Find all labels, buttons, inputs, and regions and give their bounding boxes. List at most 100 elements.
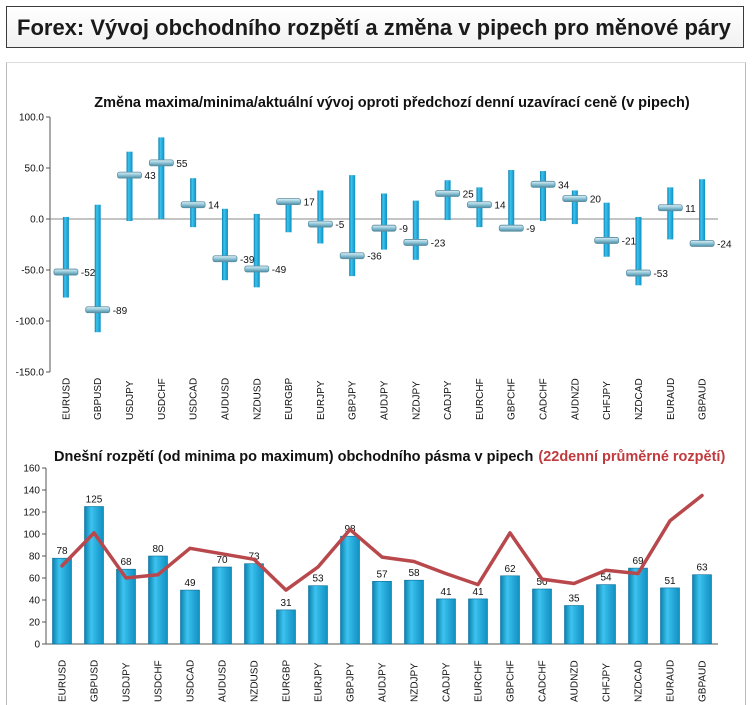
chart1-current-marker (148, 159, 174, 167)
chart2-bar (52, 557, 72, 645)
chart1-current-marker (307, 220, 333, 228)
chart1-y-tick-label: 100.0 (19, 113, 44, 124)
chart2-y-tick-label: 80 (29, 552, 41, 563)
chart2-bar (692, 574, 712, 645)
chart1-range-bar (540, 171, 547, 222)
chart1-range-bar (381, 193, 387, 250)
chart2-bar (244, 563, 264, 645)
chart1-range-bar (253, 213, 260, 288)
chart2-average-line (60, 493, 704, 592)
chart1-current-marker (276, 198, 301, 206)
chart1-range-bar (635, 216, 642, 286)
chart2-y-tick-label: 60 (29, 574, 41, 585)
chart2-category-label: GBPUSD (90, 660, 101, 702)
chart2-category-label: CADCHF (538, 660, 549, 702)
chart1-category-label: NZDUSD (252, 378, 263, 420)
chart2-category-label: EURCHF (474, 660, 485, 702)
chart2-data-label: 35 (568, 594, 580, 605)
chart1-data-label: 34 (558, 180, 570, 191)
chart2-data-label: 69 (632, 556, 644, 567)
chart1-data-label: -89 (113, 306, 128, 317)
chart1-category-label: USDJPY (125, 380, 136, 420)
chart1-y-tick-label: 0.0 (30, 215, 44, 226)
chart1-data-label: -9 (526, 224, 535, 235)
chart1-y-tick-label: -100.0 (16, 317, 45, 328)
chart2-bar (660, 587, 680, 645)
chart1-current-marker (212, 255, 238, 263)
chart2-bar (84, 506, 104, 645)
chart1-data-label: -49 (272, 265, 287, 276)
chart1-category-label: CADCHF (539, 378, 550, 420)
chart1-title: Změna maxima/minima/aktuální vývoj oprot… (94, 95, 690, 111)
chart2-bar (372, 580, 392, 645)
chart2-data-label: 49 (184, 578, 196, 589)
chart1-data-label: 17 (304, 198, 316, 209)
chart2-data-label: 62 (504, 564, 516, 575)
chart1-category-label: NZDCAD (634, 378, 645, 420)
page-title: Forex: Vývoj obchodního rozpětí a změna … (17, 15, 731, 40)
charts-frame (6, 62, 746, 705)
chart1-data-label: -5 (335, 220, 344, 231)
chart1-range-bar (285, 201, 292, 233)
chart2-bar (532, 588, 552, 645)
chart1-range-bar (317, 190, 324, 244)
chart2-category-label: CADJPY (442, 662, 453, 702)
chart2-category-label: EURUSD (58, 660, 69, 702)
chart2-category-label: GBPJPY (346, 662, 357, 702)
chart1-category-label: EURAUD (666, 378, 677, 420)
chart1-current-marker (53, 268, 79, 276)
chart1-current-marker (562, 195, 588, 203)
chart2-category-label: NZDCAD (634, 660, 645, 702)
chart2-title: Dnešní rozpětí (od minima po maximum) ob… (54, 449, 725, 465)
chart2-category-label: CHFJPY (602, 663, 613, 702)
chart2-data-label: 80 (152, 544, 164, 555)
chart2-y-tick-label: 160 (23, 464, 40, 475)
chart1-data-label: -39 (240, 255, 255, 266)
chart1-range-bar (62, 216, 69, 298)
chart2-category-label: GBPAUD (698, 661, 709, 703)
chart1-range-bar (349, 175, 356, 277)
chart2-bar (500, 575, 520, 645)
chart1-current-marker (403, 239, 429, 246)
chart1-y-tick-label: -150.0 (16, 368, 45, 379)
chart1-current-marker (371, 224, 397, 232)
chart2-bar (404, 579, 424, 645)
chart1-category-label: EURJPY (316, 380, 327, 420)
chart1-range-bar (412, 200, 419, 260)
chart2-bar (276, 609, 296, 645)
chart1-current-marker (339, 252, 365, 260)
chart2-bar (596, 584, 616, 645)
chart2-bar (468, 598, 488, 645)
chart1-range-bar (94, 204, 101, 333)
chart1-data-label: -21 (622, 236, 637, 247)
chart1-range-bar (158, 137, 165, 219)
chart2-y-tick-label: 100 (23, 530, 40, 541)
chart2-category-label: AUDNZD (570, 660, 581, 702)
range-width-chart: 160 140 120 100 80 60 40 20 0 78 EURUSD 125 GBPUSD 68… (23, 464, 718, 703)
chart1-current-marker (180, 201, 206, 209)
chart1-current-marker (467, 201, 492, 209)
chart2-category-label: EURGBP (282, 659, 293, 702)
chart1-category-label: GBPUSD (93, 378, 104, 420)
chart2-category-label: USDCHF (154, 660, 165, 702)
chart2-data-label: 125 (86, 495, 103, 506)
chart1-range-bar (667, 187, 674, 240)
chart1-category-label: NZDJPY (411, 381, 422, 420)
chart1-current-marker (498, 224, 524, 232)
chart2-data-label: 73 (248, 552, 260, 563)
chart1-category-label: CHFJPY (602, 381, 613, 420)
chart2-data-label: 58 (408, 568, 420, 579)
chart1-current-marker (594, 237, 620, 244)
chart1-category-label: EURCHF (475, 378, 486, 420)
chart2-data-label: 41 (472, 587, 484, 598)
range-chart: 100.0 50.0 0.0 -50.0 -100.0 -150.0 -52 EURUSD -8… (16, 113, 732, 421)
chart1-category-label: CADJPY (443, 380, 454, 420)
chart1-category-label: USDCHF (157, 378, 168, 420)
chart1-data-label: 43 (145, 171, 157, 182)
chart1-range-bar (571, 190, 578, 225)
chart1-current-marker (626, 269, 651, 277)
chart1-range-bar (126, 151, 133, 222)
chart1-category-label: AUDJPY (380, 380, 391, 420)
chart2-bar (212, 566, 232, 645)
